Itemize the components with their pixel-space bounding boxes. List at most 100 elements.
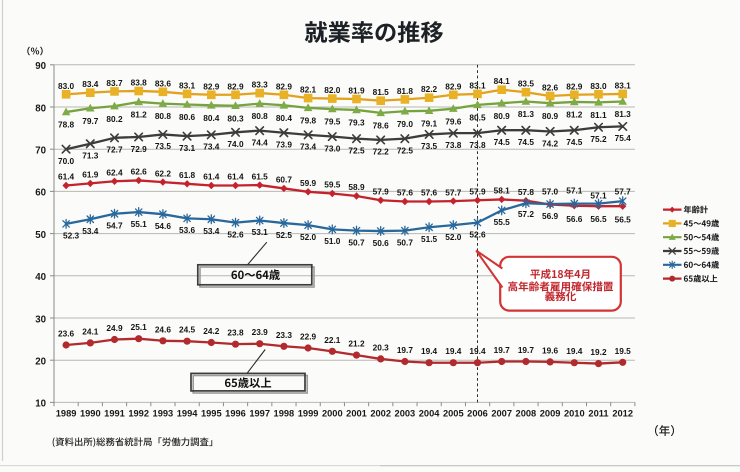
svg-text:90: 90 bbox=[35, 61, 46, 72]
svg-text:82.1: 82.1 bbox=[300, 85, 317, 95]
svg-text:62.4: 62.4 bbox=[106, 168, 123, 178]
svg-text:80.8: 80.8 bbox=[252, 111, 269, 121]
svg-text:73.5: 73.5 bbox=[155, 141, 172, 151]
svg-text:1998: 1998 bbox=[274, 408, 295, 418]
svg-text:78.8: 78.8 bbox=[58, 120, 75, 130]
svg-text:83.1: 83.1 bbox=[179, 80, 196, 90]
svg-text:71.3: 71.3 bbox=[82, 151, 99, 161]
svg-text:79.1: 79.1 bbox=[421, 118, 438, 128]
svg-text:73.4: 73.4 bbox=[203, 142, 220, 152]
svg-text:59.9: 59.9 bbox=[300, 178, 317, 188]
svg-text:1992: 1992 bbox=[128, 408, 149, 418]
svg-text:23.6: 23.6 bbox=[58, 329, 75, 339]
svg-text:2011: 2011 bbox=[588, 408, 608, 418]
svg-text:80.4: 80.4 bbox=[203, 113, 220, 123]
svg-text:81.2: 81.2 bbox=[131, 110, 148, 120]
svg-text:61.5: 61.5 bbox=[252, 171, 269, 181]
svg-text:19.4: 19.4 bbox=[421, 346, 438, 356]
svg-text:19.7: 19.7 bbox=[397, 345, 414, 355]
svg-text:1989: 1989 bbox=[56, 408, 77, 418]
svg-text:70: 70 bbox=[35, 146, 46, 157]
svg-text:53.6: 53.6 bbox=[179, 225, 196, 235]
svg-text:19.2: 19.2 bbox=[590, 347, 607, 357]
svg-text:21.2: 21.2 bbox=[348, 339, 365, 349]
svg-text:1996: 1996 bbox=[225, 408, 246, 418]
svg-text:1990: 1990 bbox=[80, 408, 101, 418]
svg-text:83.1: 83.1 bbox=[469, 80, 486, 90]
svg-text:73.0: 73.0 bbox=[324, 143, 341, 153]
svg-text:22.1: 22.1 bbox=[324, 335, 341, 345]
svg-text:57.6: 57.6 bbox=[421, 188, 438, 198]
svg-text:10: 10 bbox=[35, 399, 46, 410]
svg-text:62.6: 62.6 bbox=[131, 167, 148, 177]
svg-text:79.3: 79.3 bbox=[348, 118, 365, 128]
svg-text:79.0: 79.0 bbox=[397, 119, 414, 129]
svg-text:19.4: 19.4 bbox=[445, 346, 462, 356]
svg-text:50: 50 bbox=[35, 230, 46, 241]
svg-text:74.2: 74.2 bbox=[542, 138, 559, 148]
svg-text:62.2: 62.2 bbox=[155, 168, 172, 178]
svg-text:82.2: 82.2 bbox=[421, 84, 438, 94]
svg-text:57.9: 57.9 bbox=[469, 187, 486, 197]
svg-text:30: 30 bbox=[35, 314, 46, 325]
svg-text:82.9: 82.9 bbox=[276, 81, 293, 91]
svg-text:80.9: 80.9 bbox=[494, 111, 511, 121]
svg-text:73.5: 73.5 bbox=[421, 141, 438, 151]
svg-text:24.5: 24.5 bbox=[179, 325, 196, 335]
svg-text:54.7: 54.7 bbox=[106, 221, 123, 231]
svg-text:73.8: 73.8 bbox=[445, 140, 462, 150]
svg-text:1993: 1993 bbox=[153, 408, 174, 418]
svg-text:80.9: 80.9 bbox=[542, 111, 559, 121]
svg-text:74.4: 74.4 bbox=[252, 137, 269, 147]
svg-text:23.3: 23.3 bbox=[276, 330, 293, 340]
svg-text:82.0: 82.0 bbox=[324, 85, 341, 95]
svg-text:56.6: 56.6 bbox=[566, 214, 583, 224]
svg-text:57.8: 57.8 bbox=[518, 187, 535, 197]
svg-text:72.5: 72.5 bbox=[348, 145, 365, 155]
svg-text:57.7: 57.7 bbox=[615, 187, 632, 197]
svg-text:81.5: 81.5 bbox=[373, 87, 390, 97]
svg-text:54.6: 54.6 bbox=[155, 221, 172, 231]
svg-text:79.6: 79.6 bbox=[445, 116, 462, 126]
svg-text:2008: 2008 bbox=[516, 408, 537, 418]
svg-text:80.4: 80.4 bbox=[276, 113, 293, 123]
svg-text:25.1: 25.1 bbox=[131, 322, 148, 332]
svg-text:72.5: 72.5 bbox=[397, 145, 414, 155]
svg-text:81.9: 81.9 bbox=[348, 86, 365, 96]
svg-text:74.5: 74.5 bbox=[566, 137, 583, 147]
svg-text:51.0: 51.0 bbox=[324, 236, 341, 246]
svg-text:75.4: 75.4 bbox=[615, 133, 632, 143]
svg-text:2006: 2006 bbox=[467, 408, 488, 418]
svg-text:81.1: 81.1 bbox=[590, 110, 607, 120]
svg-text:73.4: 73.4 bbox=[300, 142, 317, 152]
svg-text:24.1: 24.1 bbox=[82, 326, 99, 336]
svg-text:19.4: 19.4 bbox=[566, 346, 583, 356]
svg-text:20: 20 bbox=[35, 357, 46, 368]
svg-text:50.6: 50.6 bbox=[373, 238, 390, 248]
svg-text:72.9: 72.9 bbox=[131, 144, 148, 154]
svg-text:2004: 2004 bbox=[419, 408, 441, 418]
svg-text:57.7: 57.7 bbox=[445, 187, 462, 197]
svg-text:22.9: 22.9 bbox=[300, 332, 317, 342]
svg-text:72.2: 72.2 bbox=[373, 147, 390, 157]
svg-text:83.1: 83.1 bbox=[615, 80, 632, 90]
svg-text:52.0: 52.0 bbox=[300, 232, 317, 242]
svg-text:2009: 2009 bbox=[540, 408, 561, 418]
svg-text:59.5: 59.5 bbox=[324, 180, 341, 190]
svg-text:80.8: 80.8 bbox=[155, 111, 172, 121]
svg-text:83.4: 83.4 bbox=[82, 79, 99, 89]
svg-text:83.0: 83.0 bbox=[590, 81, 607, 91]
svg-text:73.8: 73.8 bbox=[469, 140, 486, 150]
svg-text:2001: 2001 bbox=[346, 408, 367, 418]
svg-text:80: 80 bbox=[35, 103, 46, 114]
svg-text:82.9: 82.9 bbox=[566, 81, 583, 91]
svg-text:79.7: 79.7 bbox=[82, 116, 99, 126]
svg-text:79.5: 79.5 bbox=[324, 117, 341, 127]
svg-text:56.5: 56.5 bbox=[590, 214, 607, 224]
svg-text:61.4: 61.4 bbox=[203, 172, 220, 182]
svg-text:52.6: 52.6 bbox=[227, 229, 244, 239]
svg-text:78.6: 78.6 bbox=[373, 121, 390, 131]
svg-text:60.7: 60.7 bbox=[276, 175, 293, 185]
svg-text:1995: 1995 bbox=[201, 408, 222, 418]
svg-text:2002: 2002 bbox=[370, 408, 391, 418]
